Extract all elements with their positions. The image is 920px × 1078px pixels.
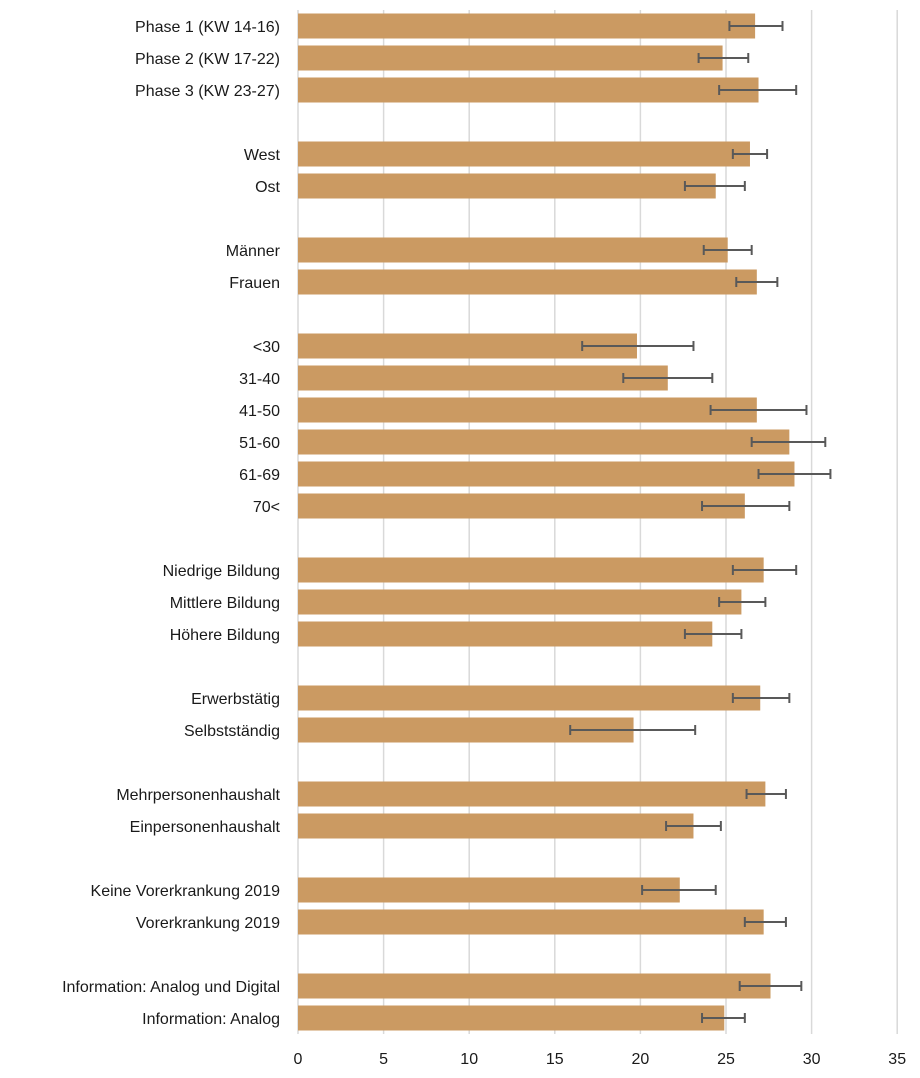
error-bar (709, 405, 808, 415)
error-bar (735, 277, 779, 287)
bar (298, 13, 756, 39)
category-label: 61-69 (239, 467, 280, 484)
bars (298, 13, 832, 1031)
category-label: Männer (226, 243, 281, 260)
bar (298, 461, 795, 487)
category-label: Phase 3 (KW 23-27) (135, 83, 280, 100)
error-bar (750, 437, 827, 447)
category-label: West (244, 147, 281, 164)
category-label: Erwerbstätig (191, 691, 280, 708)
error-bar (581, 341, 695, 351)
error-bar (569, 725, 697, 735)
category-label: Information: Analog und Digital (62, 979, 280, 996)
category-label: Information: Analog (142, 1011, 280, 1028)
category-label: Phase 2 (KW 17-22) (135, 51, 280, 68)
error-bar (743, 917, 787, 927)
bar (298, 333, 637, 359)
error-bar (728, 21, 784, 31)
category-label: 31-40 (239, 371, 280, 388)
bar (298, 621, 713, 647)
error-bar (683, 629, 743, 639)
error-bar (738, 981, 803, 991)
category-label: Einpersonenhaushalt (130, 819, 281, 836)
category-label: Ost (255, 179, 280, 196)
bar (298, 909, 764, 935)
category-label: 41-50 (239, 403, 280, 420)
error-bar (701, 1013, 746, 1023)
category-label: Niedrige Bildung (163, 563, 280, 580)
category-label: <30 (253, 339, 280, 356)
x-tick-label: 0 (294, 1051, 303, 1068)
error-bar (757, 469, 832, 479)
category-label: Selbstständig (184, 723, 280, 740)
category-label: 70< (253, 499, 280, 516)
bar (298, 493, 745, 519)
bar (298, 877, 680, 903)
x-tick-label: 25 (717, 1051, 735, 1068)
x-tick-label: 5 (379, 1051, 388, 1068)
bar (298, 973, 771, 999)
error-bar (745, 789, 787, 799)
bar (298, 397, 757, 423)
bar (298, 781, 766, 807)
category-label: Vorerkrankung 2019 (136, 915, 280, 932)
x-tick-label: 10 (460, 1051, 478, 1068)
category-label: Höhere Bildung (170, 627, 280, 644)
category-labels: Phase 1 (KW 14-16) Phase 2 (KW 17-22) Phas… (62, 19, 281, 1028)
error-bar (731, 693, 791, 703)
error-bar (731, 149, 769, 159)
category-label: Mehrpersonenhaushalt (116, 787, 280, 804)
x-tick-label: 20 (632, 1051, 650, 1068)
error-bar (701, 501, 791, 511)
category-label: 51-60 (239, 435, 280, 452)
error-bar (718, 597, 767, 607)
bar (298, 1005, 725, 1031)
error-bar (697, 53, 750, 63)
bar (298, 269, 757, 295)
error-bar (718, 85, 798, 95)
x-tick-label: 35 (888, 1051, 906, 1068)
bar (298, 77, 759, 103)
bar (298, 173, 716, 199)
error-bar (731, 565, 798, 575)
x-axis-ticks: 0 5 10 15 20 25 30 35 (294, 1051, 907, 1068)
error-bar (665, 821, 722, 831)
bar (298, 589, 742, 615)
bar (298, 685, 761, 711)
category-label: Frauen (229, 275, 280, 292)
bar (298, 237, 728, 263)
category-label: Mittlere Bildung (170, 595, 280, 612)
x-tick-label: 15 (546, 1051, 564, 1068)
bar (298, 141, 750, 167)
x-tick-label: 30 (803, 1051, 821, 1068)
error-bar (641, 885, 717, 895)
category-label: Phase 1 (KW 14-16) (135, 19, 280, 36)
error-bar (702, 245, 753, 255)
bar (298, 557, 764, 583)
bar (298, 45, 723, 71)
category-label: Keine Vorerkrankung 2019 (91, 883, 281, 900)
bar (298, 813, 694, 839)
bar (298, 429, 790, 455)
bar (298, 365, 668, 391)
error-bar (683, 181, 746, 191)
error-bar (622, 373, 714, 383)
